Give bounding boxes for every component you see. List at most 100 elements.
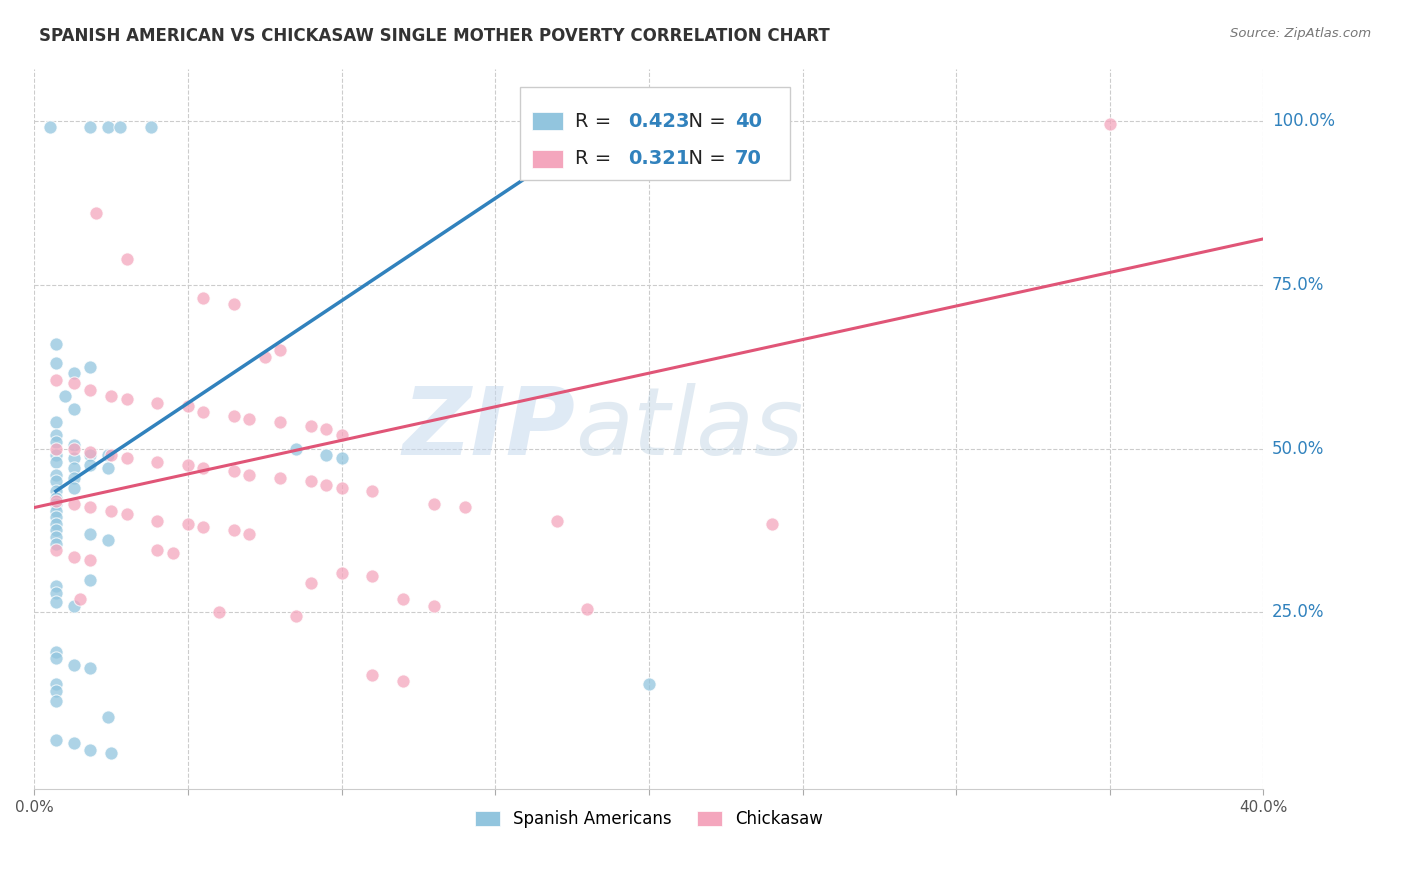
Point bbox=[79, 743, 101, 757]
Point bbox=[63, 402, 86, 417]
Point bbox=[330, 451, 353, 466]
Point bbox=[222, 297, 245, 311]
Point bbox=[63, 376, 86, 390]
Point bbox=[45, 543, 67, 558]
Point bbox=[299, 475, 322, 489]
Point bbox=[45, 448, 67, 462]
Point bbox=[63, 549, 86, 564]
Point bbox=[45, 475, 67, 489]
Point bbox=[84, 205, 107, 219]
Point bbox=[315, 422, 337, 436]
Point bbox=[453, 500, 475, 515]
FancyBboxPatch shape bbox=[531, 150, 562, 168]
Point bbox=[45, 415, 67, 429]
Text: 75.0%: 75.0% bbox=[1272, 276, 1324, 293]
Text: 70: 70 bbox=[735, 149, 762, 168]
Text: R =: R = bbox=[575, 112, 617, 130]
Legend: Spanish Americans, Chickasaw: Spanish Americans, Chickasaw bbox=[468, 804, 830, 835]
Text: Source: ZipAtlas.com: Source: ZipAtlas.com bbox=[1230, 27, 1371, 40]
Point bbox=[63, 366, 86, 380]
Point bbox=[53, 389, 76, 403]
Point bbox=[97, 120, 120, 135]
Point bbox=[284, 442, 307, 456]
Point bbox=[45, 516, 67, 531]
Point bbox=[177, 458, 200, 472]
Point bbox=[45, 356, 67, 370]
Point bbox=[45, 595, 67, 609]
Point bbox=[222, 409, 245, 423]
Point bbox=[110, 120, 132, 135]
Point bbox=[299, 418, 322, 433]
Point bbox=[330, 481, 353, 495]
Point bbox=[79, 500, 101, 515]
Point bbox=[115, 392, 138, 407]
Point bbox=[63, 736, 86, 750]
Point bbox=[63, 599, 86, 613]
Point bbox=[63, 461, 86, 475]
Point bbox=[177, 399, 200, 413]
Point bbox=[79, 120, 101, 135]
Text: 40: 40 bbox=[735, 112, 762, 130]
Point bbox=[45, 504, 67, 518]
Point bbox=[45, 694, 67, 708]
Point bbox=[79, 448, 101, 462]
Point bbox=[45, 467, 67, 482]
Point bbox=[115, 507, 138, 521]
Point bbox=[146, 395, 169, 409]
Point bbox=[238, 526, 260, 541]
Point bbox=[761, 516, 783, 531]
Point bbox=[79, 458, 101, 472]
Point bbox=[63, 497, 86, 511]
Point bbox=[238, 412, 260, 426]
Text: ZIP: ZIP bbox=[402, 383, 575, 475]
Text: 25.0%: 25.0% bbox=[1272, 603, 1324, 622]
Point bbox=[79, 553, 101, 567]
Point bbox=[100, 504, 122, 518]
Point bbox=[45, 645, 67, 659]
Point bbox=[79, 661, 101, 675]
Point bbox=[79, 383, 101, 397]
FancyBboxPatch shape bbox=[520, 87, 790, 180]
Point bbox=[63, 657, 86, 672]
Point bbox=[392, 592, 415, 607]
Point bbox=[269, 471, 291, 485]
Point bbox=[45, 536, 67, 550]
Point bbox=[97, 710, 120, 724]
Point bbox=[45, 484, 67, 499]
Text: R =: R = bbox=[575, 149, 617, 168]
Point bbox=[361, 569, 384, 583]
Point bbox=[63, 442, 86, 456]
Point bbox=[253, 350, 276, 364]
Point bbox=[1098, 117, 1121, 131]
Point bbox=[392, 674, 415, 689]
Point bbox=[115, 451, 138, 466]
Text: N =: N = bbox=[676, 149, 733, 168]
Point bbox=[69, 592, 91, 607]
Point bbox=[315, 448, 337, 462]
Point bbox=[193, 291, 215, 305]
Point bbox=[45, 579, 67, 593]
Point bbox=[100, 448, 122, 462]
Point bbox=[79, 359, 101, 374]
Point bbox=[45, 524, 67, 538]
Text: SPANISH AMERICAN VS CHICKASAW SINGLE MOTHER POVERTY CORRELATION CHART: SPANISH AMERICAN VS CHICKASAW SINGLE MOT… bbox=[39, 27, 830, 45]
Point bbox=[576, 602, 599, 616]
Point bbox=[45, 530, 67, 544]
Point bbox=[45, 442, 67, 456]
Point bbox=[63, 451, 86, 466]
Point bbox=[45, 677, 67, 691]
Point bbox=[45, 336, 67, 351]
Point bbox=[299, 575, 322, 590]
Point bbox=[97, 461, 120, 475]
Point bbox=[284, 608, 307, 623]
Point bbox=[162, 546, 184, 560]
Point bbox=[45, 651, 67, 665]
Point bbox=[330, 566, 353, 580]
Point bbox=[638, 677, 661, 691]
Point bbox=[361, 667, 384, 681]
Point bbox=[45, 733, 67, 747]
Point bbox=[177, 516, 200, 531]
Point bbox=[193, 520, 215, 534]
Text: N =: N = bbox=[676, 112, 733, 130]
Point bbox=[45, 455, 67, 469]
